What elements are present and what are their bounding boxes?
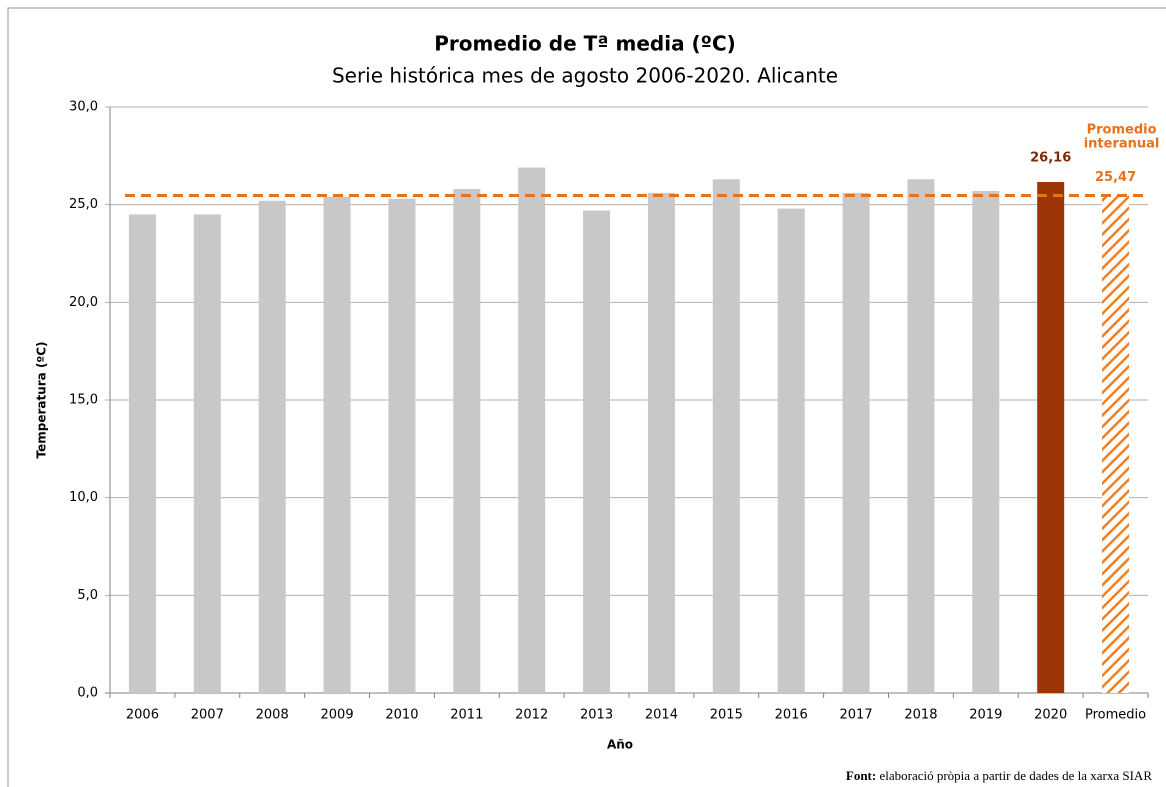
x-tick-label: 2018	[904, 708, 937, 723]
x-tick-label: 2020	[1034, 708, 1067, 723]
source: Font: elaboració pròpia a partir de dade…	[846, 768, 1152, 783]
bar	[712, 179, 740, 694]
x-tick-label: 2017	[840, 708, 873, 723]
x-tick-label: 2007	[191, 708, 224, 723]
bar	[258, 200, 286, 693]
y-tick-label: 10,0	[69, 490, 98, 505]
bar	[518, 167, 546, 693]
x-tick-label: 2019	[969, 708, 1002, 723]
data-label: 26,16	[1030, 151, 1071, 166]
source-text: elaboració pròpia a partir de dades de l…	[879, 768, 1152, 783]
bar	[128, 214, 156, 693]
y-tick-label: 25,0	[69, 197, 98, 212]
bar	[647, 192, 675, 694]
source-label: Font:	[846, 768, 876, 783]
x-tick-label: 2016	[775, 708, 808, 723]
bar	[1037, 182, 1065, 693]
bar	[193, 214, 221, 693]
annotation: Promedio	[1087, 123, 1157, 138]
bar	[972, 190, 1000, 693]
y-axis-title: Temperatura (ºC)	[35, 342, 49, 459]
data-label: 25,47	[1095, 170, 1136, 185]
x-tick-label: 2006	[126, 708, 159, 723]
chart-title: Promedio de Tª media (ºC)	[434, 32, 736, 56]
x-tick-label: 2009	[321, 708, 354, 723]
y-tick-label: 0,0	[77, 686, 98, 701]
x-tick-label: 2014	[645, 708, 678, 723]
x-tick-label: 2008	[256, 708, 289, 723]
y-tick-label: 15,0	[69, 393, 98, 408]
bar	[583, 210, 611, 693]
x-tick-label: 2013	[580, 708, 613, 723]
x-axis-title: Año	[607, 738, 633, 752]
bar	[777, 208, 805, 693]
bar	[453, 189, 481, 694]
annotation: interanual	[1084, 137, 1160, 152]
y-tick-label: 20,0	[69, 295, 98, 310]
x-tick-label: 2010	[385, 708, 418, 723]
bar	[1102, 195, 1130, 693]
frame	[7, 7, 1166, 787]
bar	[323, 196, 351, 693]
x-tick-label: 2011	[450, 708, 483, 723]
x-tick-label: 2015	[710, 708, 743, 723]
y-tick-label: 30,0	[69, 100, 98, 115]
bar	[907, 179, 935, 694]
x-tick-label: 2012	[515, 708, 548, 723]
chart-subtitle: Serie histórica mes de agosto 2006-2020.…	[332, 64, 838, 88]
y-tick-label: 5,0	[77, 588, 98, 603]
x-tick-label: Promedio	[1085, 708, 1146, 723]
bar	[842, 192, 870, 694]
bar	[388, 198, 416, 693]
